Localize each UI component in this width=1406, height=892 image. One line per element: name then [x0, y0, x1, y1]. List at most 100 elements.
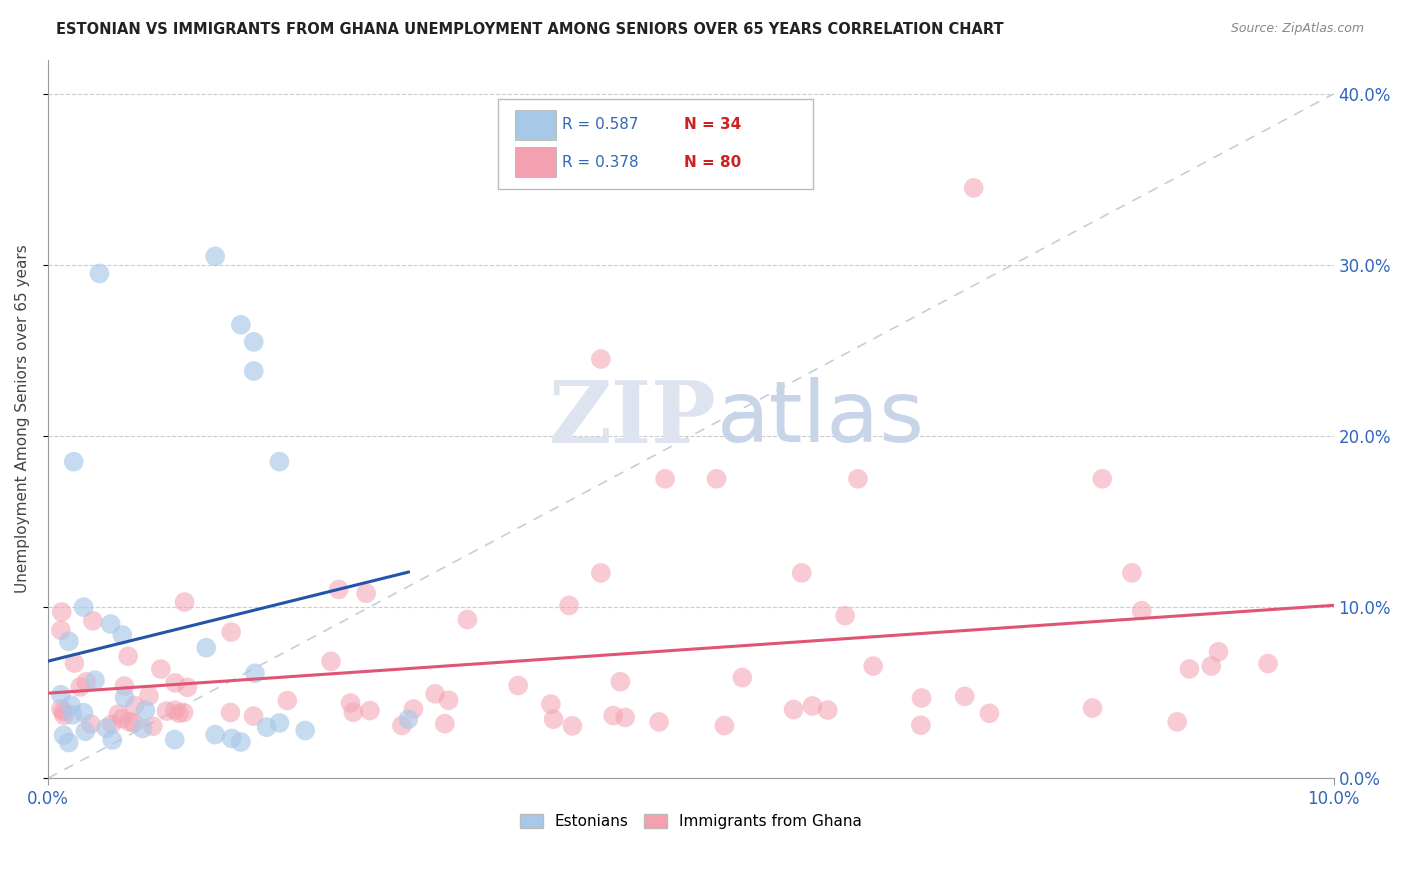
Point: [396, 712, 419, 726]
Point: [89, 267, 111, 281]
Point: [359, 704, 381, 718]
Point: [195, 640, 218, 655]
Point: [402, 702, 425, 716]
Point: [423, 687, 446, 701]
Point: [437, 693, 460, 707]
Point: [149, 662, 172, 676]
Point: [72, 600, 94, 615]
Text: ZIP: ZIP: [548, 377, 717, 461]
Point: [173, 595, 195, 609]
Point: [204, 728, 226, 742]
Point: [1208, 645, 1230, 659]
Point: [1121, 566, 1143, 580]
Point: [117, 649, 139, 664]
Point: [1081, 701, 1104, 715]
Point: [561, 719, 583, 733]
Point: [339, 696, 361, 710]
Point: [801, 698, 824, 713]
Point: [242, 364, 264, 378]
Text: R = 0.587: R = 0.587: [562, 118, 638, 133]
Point: [134, 703, 156, 717]
Point: [790, 566, 813, 580]
Point: [62, 707, 84, 722]
Point: [910, 718, 932, 732]
Point: [62, 455, 84, 469]
Point: [204, 249, 226, 263]
Point: [713, 718, 735, 732]
Point: [543, 712, 565, 726]
Point: [112, 679, 135, 693]
Point: [122, 715, 145, 730]
Text: N = 80: N = 80: [685, 155, 742, 169]
Point: [269, 455, 291, 469]
Point: [589, 566, 612, 580]
Point: [276, 693, 298, 707]
Point: [731, 671, 754, 685]
Point: [1178, 662, 1201, 676]
Point: [142, 719, 165, 733]
Point: [846, 472, 869, 486]
Point: [294, 723, 316, 738]
FancyBboxPatch shape: [515, 110, 555, 140]
Point: [319, 654, 342, 668]
Point: [1257, 657, 1279, 671]
Point: [242, 709, 264, 723]
Point: [456, 613, 478, 627]
Text: ESTONIAN VS IMMIGRANTS FROM GHANA UNEMPLOYMENT AMONG SENIORS OVER 65 YEARS CORRE: ESTONIAN VS IMMIGRANTS FROM GHANA UNEMPL…: [56, 22, 1004, 37]
Point: [256, 720, 278, 734]
Point: [243, 666, 266, 681]
Point: [167, 706, 190, 721]
Text: R = 0.378: R = 0.378: [562, 155, 638, 169]
Point: [59, 698, 82, 712]
Point: [589, 351, 612, 366]
Point: [328, 582, 350, 597]
Point: [979, 706, 1001, 721]
Point: [782, 702, 804, 716]
Point: [1091, 472, 1114, 486]
Point: [100, 717, 122, 731]
Point: [114, 690, 136, 705]
Point: [229, 318, 252, 332]
Point: [558, 599, 581, 613]
Point: [80, 717, 103, 731]
Point: [354, 586, 377, 600]
Point: [84, 673, 107, 688]
Point: [1130, 604, 1153, 618]
Point: [49, 624, 72, 638]
Point: [391, 718, 413, 732]
Point: [269, 715, 291, 730]
Point: [52, 705, 75, 719]
Point: [111, 712, 134, 726]
Point: [176, 681, 198, 695]
Point: [58, 735, 80, 749]
Point: [609, 674, 631, 689]
Point: [165, 676, 187, 690]
Point: [49, 688, 72, 702]
Text: Source: ZipAtlas.com: Source: ZipAtlas.com: [1230, 22, 1364, 36]
Point: [173, 706, 195, 720]
Point: [910, 691, 932, 706]
Point: [75, 724, 97, 739]
Point: [648, 714, 671, 729]
Point: [100, 617, 122, 632]
Point: [654, 472, 676, 486]
Point: [51, 605, 73, 619]
Point: [219, 706, 242, 720]
Point: [1201, 659, 1223, 673]
Point: [540, 697, 562, 711]
Point: [107, 707, 129, 722]
Point: [433, 716, 456, 731]
Point: [242, 334, 264, 349]
Point: [163, 703, 186, 717]
Point: [63, 656, 86, 670]
Point: [138, 689, 160, 703]
Point: [834, 608, 856, 623]
Legend: Estonians, Immigrants from Ghana: Estonians, Immigrants from Ghana: [513, 807, 868, 835]
Point: [111, 628, 134, 642]
Point: [53, 708, 76, 723]
Point: [96, 721, 118, 735]
Point: [221, 731, 243, 746]
Point: [82, 614, 104, 628]
FancyBboxPatch shape: [498, 99, 813, 189]
Point: [69, 680, 91, 694]
